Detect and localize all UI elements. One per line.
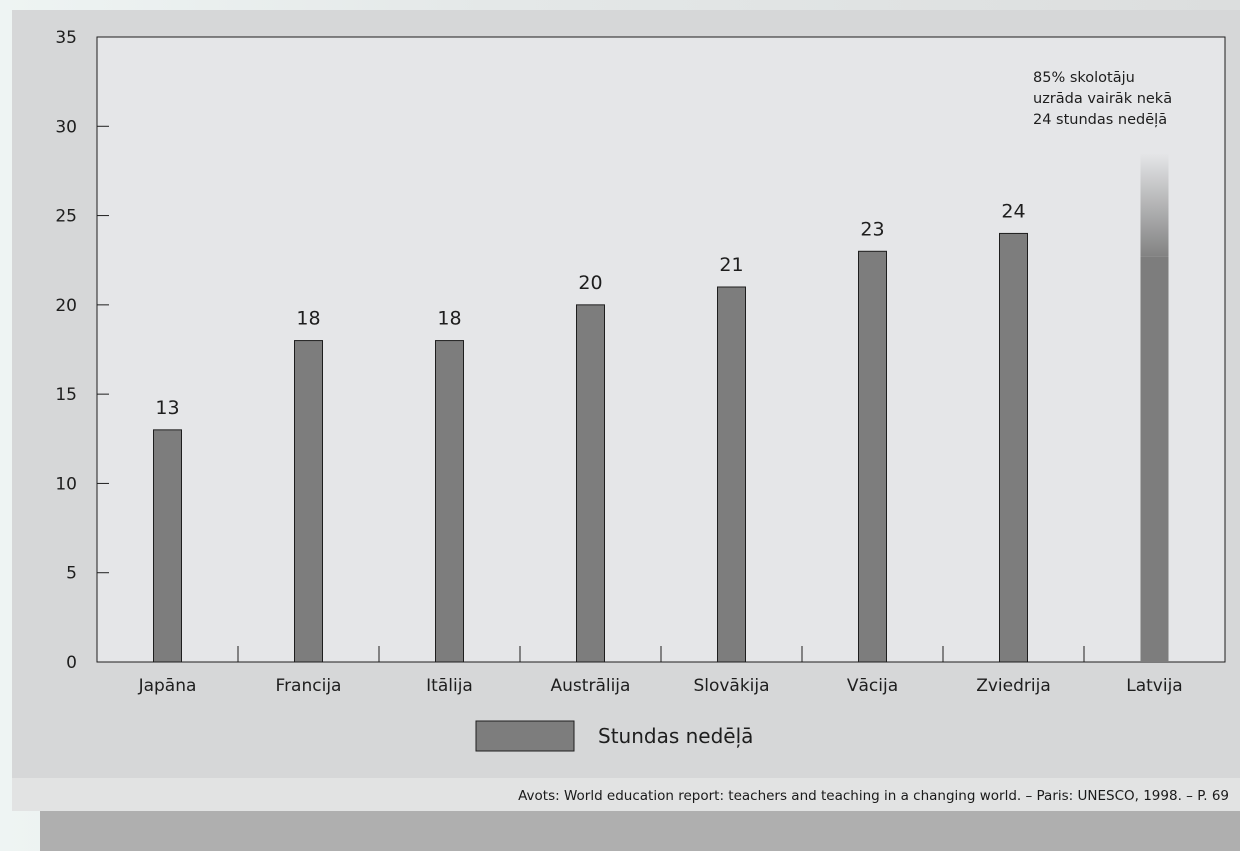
y-tick-label: 15 bbox=[55, 385, 77, 405]
x-category-label: Japāna bbox=[138, 676, 197, 696]
x-category-label: Zviedrija bbox=[976, 676, 1051, 696]
bar bbox=[153, 429, 182, 663]
bar bbox=[717, 286, 746, 663]
bar bbox=[999, 232, 1028, 663]
x-category-label: Francija bbox=[276, 676, 342, 696]
bar-value-label: 24 bbox=[1001, 200, 1025, 222]
plot-area bbox=[96, 36, 1226, 663]
x-category-label: Latvija bbox=[1126, 676, 1182, 696]
annotation-line: uzrāda vairāk nekā bbox=[1033, 91, 1172, 107]
bar-fade-extension bbox=[1140, 153, 1169, 257]
legend: Stundas nedēļā bbox=[475, 720, 753, 752]
bar-value-label: 18 bbox=[296, 308, 320, 330]
y-tick-label: 25 bbox=[55, 207, 77, 227]
x-category-label: Slovākija bbox=[693, 676, 769, 696]
x-category-label: Vācija bbox=[847, 676, 898, 696]
data-labels: 13 18 18 20 21 23 24 bbox=[155, 200, 1025, 418]
bar-value-label: 18 bbox=[437, 308, 461, 330]
bar bbox=[858, 250, 887, 663]
bar-value-label: 20 bbox=[578, 272, 602, 294]
x-axis: Japāna Francija Itālija Austrālija Slovākija… bbox=[138, 646, 1183, 696]
y-tick-label: 5 bbox=[66, 564, 77, 584]
bars bbox=[153, 153, 1169, 663]
x-category-label: Itālija bbox=[426, 676, 473, 696]
bottom-band bbox=[40, 811, 1240, 851]
footer-band bbox=[12, 778, 1240, 811]
legend-swatch bbox=[475, 720, 575, 752]
bar bbox=[435, 340, 464, 663]
y-tick-label: 0 bbox=[66, 653, 77, 673]
y-tick-label: 30 bbox=[55, 117, 77, 137]
x-category-label: Austrālija bbox=[551, 676, 631, 696]
bar-value-label: 21 bbox=[719, 254, 743, 276]
bar bbox=[294, 340, 323, 663]
bar-value-label: 23 bbox=[860, 218, 884, 240]
annotation-line: 24 stundas nedēļā bbox=[1033, 112, 1167, 128]
y-tick-label: 10 bbox=[55, 474, 77, 494]
bar bbox=[1140, 256, 1169, 662]
annotation-note: 85% skolotāju uzrāda vairāk nekā 24 stunda… bbox=[1033, 70, 1172, 128]
bar-value-label: 13 bbox=[155, 397, 179, 419]
source-note: Avots: World education report: teachers … bbox=[518, 788, 1229, 804]
y-tick-label: 35 bbox=[55, 28, 77, 48]
bar bbox=[576, 304, 605, 663]
y-axis: 0 5 10 15 20 25 30 35 bbox=[55, 28, 109, 673]
y-tick-label: 20 bbox=[55, 296, 77, 316]
legend-label: Stundas nedēļā bbox=[598, 724, 753, 748]
annotation-line: 85% skolotāju bbox=[1033, 70, 1135, 86]
